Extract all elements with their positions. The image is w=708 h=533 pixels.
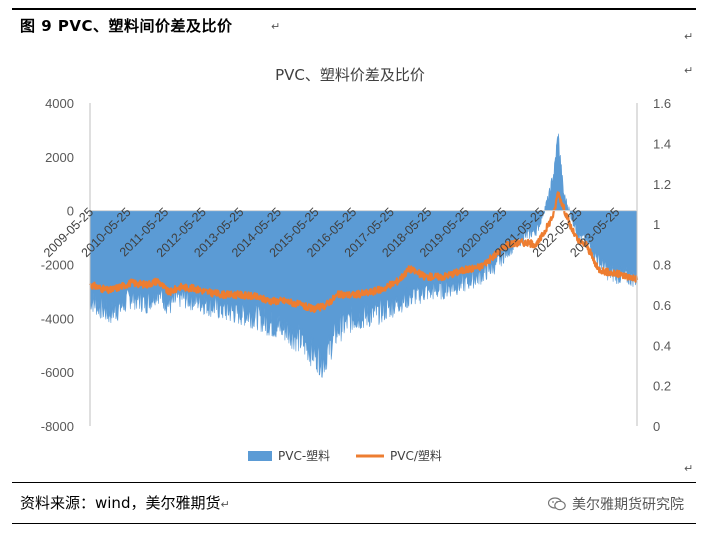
- watermark: 美尔雅期货研究院: [547, 494, 684, 514]
- wechat-icon: [547, 497, 566, 511]
- paragraph-mark: ↵: [220, 498, 230, 511]
- left-tick-label: -8000: [41, 419, 74, 434]
- paragraph-mark: ↵: [684, 462, 694, 475]
- chart: PVC、塑料价差及比价 4000 2000 0 -2000 -4000 -6000 -800…: [41, 66, 671, 463]
- source-note: 资料来源：wind，美尔雅期货↵: [20, 492, 230, 513]
- left-tick-label: -6000: [41, 365, 74, 380]
- figure-title: 图 9 PVC、塑料间价差及比价: [20, 17, 233, 35]
- paragraph-mark: ↵: [684, 30, 694, 43]
- chart-title: PVC、塑料价差及比价: [275, 66, 425, 84]
- source-text: 资料来源：wind，美尔雅期货: [20, 494, 221, 512]
- left-tick-label: 0: [67, 204, 74, 219]
- top-rule: [12, 8, 696, 10]
- legend-label-ratio: PVC/塑料: [390, 448, 442, 463]
- right-tick-label: 0.4: [653, 338, 671, 353]
- ratio-line: [88, 191, 639, 314]
- right-tick-label: 1.6: [653, 96, 671, 111]
- right-tick-label: 1.4: [653, 136, 671, 151]
- right-tick-label: 0.8: [653, 258, 671, 273]
- right-tick-label: 0: [653, 419, 660, 434]
- left-tick-label: 2000: [45, 150, 74, 165]
- paragraph-mark: ↵: [271, 20, 281, 33]
- legend-swatch-spread: [248, 451, 272, 461]
- left-tick-label: -4000: [41, 311, 74, 326]
- bottom-rule: [12, 523, 696, 524]
- spread-area: [89, 133, 638, 378]
- paragraph-mark: ↵: [684, 64, 694, 77]
- divider: [12, 482, 696, 483]
- left-tick-label: -2000: [41, 258, 74, 273]
- right-tick-label: 1.2: [653, 177, 671, 192]
- right-tick-label: 1: [653, 217, 660, 232]
- right-tick-label: 0.2: [653, 379, 671, 394]
- right-tick-label: 0.6: [653, 298, 671, 313]
- legend-label-spread: PVC-塑料: [278, 448, 330, 463]
- left-tick-label: 4000: [45, 96, 74, 111]
- watermark-text: 美尔雅期货研究院: [572, 497, 684, 513]
